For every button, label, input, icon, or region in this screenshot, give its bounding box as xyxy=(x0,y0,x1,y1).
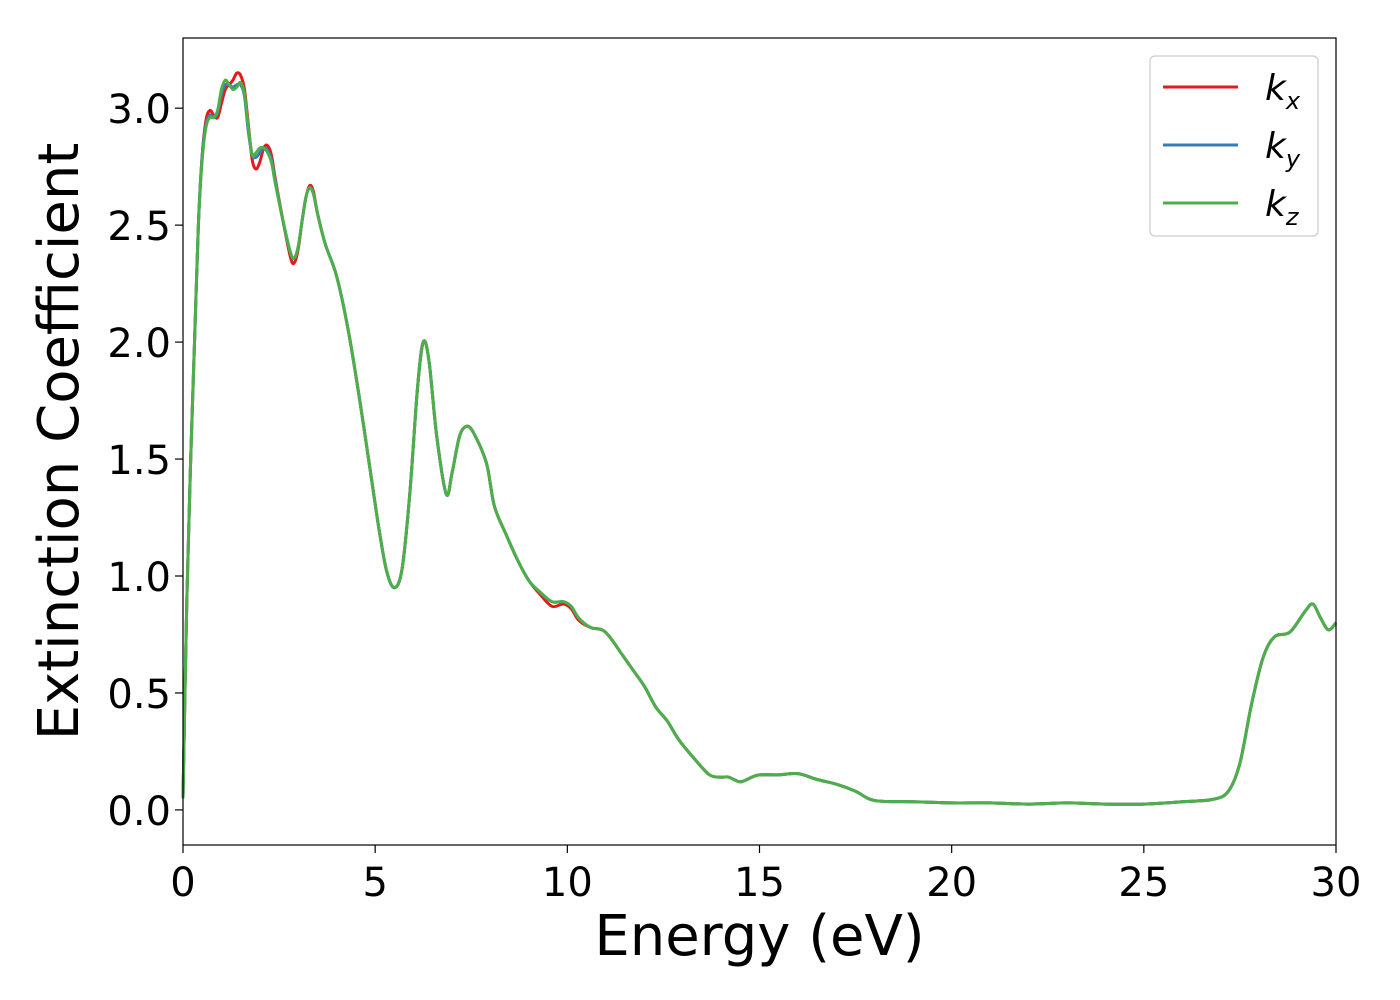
legend-label-x: kx xyxy=(1265,68,1301,115)
y-tick-label: 2.5 xyxy=(107,204,171,250)
legend-label-subscript: x xyxy=(1285,87,1301,115)
legend-label-base: k xyxy=(1265,184,1288,225)
plot-area xyxy=(181,37,1338,846)
x-tick-label: 5 xyxy=(362,860,387,906)
x-tick-label: 20 xyxy=(926,860,977,906)
y-axis-title: Extinction Coefficient xyxy=(27,143,92,741)
series-line-z xyxy=(181,78,1338,806)
y-tick-label: 1.0 xyxy=(107,555,171,601)
x-axis-ticks: 0 5 10 15 20 25 30 xyxy=(170,845,1361,906)
x-tick-label: 10 xyxy=(542,860,593,906)
series-layer xyxy=(181,71,1338,806)
legend-label-base: k xyxy=(1265,126,1288,167)
y-tick-label: 0.0 xyxy=(107,789,171,835)
y-axis-ticks: 0.0 0.5 1.0 1.5 2.0 2.5 3.0 xyxy=(107,87,183,835)
legend-label-subscript: y xyxy=(1285,145,1301,173)
legend-label-y: ky xyxy=(1265,126,1301,173)
y-tick-label: 1.5 xyxy=(107,438,171,484)
legend-label-subscript: z xyxy=(1285,203,1300,231)
y-tick-label: 2.0 xyxy=(107,321,171,367)
x-axis-title: Energy (eV) xyxy=(594,904,924,969)
x-tick-label: 30 xyxy=(1311,860,1362,906)
y-tick-label: 0.5 xyxy=(107,672,171,718)
legend-label-z: kz xyxy=(1265,184,1300,231)
x-tick-label: 15 xyxy=(734,860,785,906)
x-tick-label: 25 xyxy=(1118,860,1169,906)
y-tick-label: 3.0 xyxy=(107,87,171,133)
x-tick-label: 0 xyxy=(170,860,195,906)
legend-label-base: k xyxy=(1265,68,1288,109)
